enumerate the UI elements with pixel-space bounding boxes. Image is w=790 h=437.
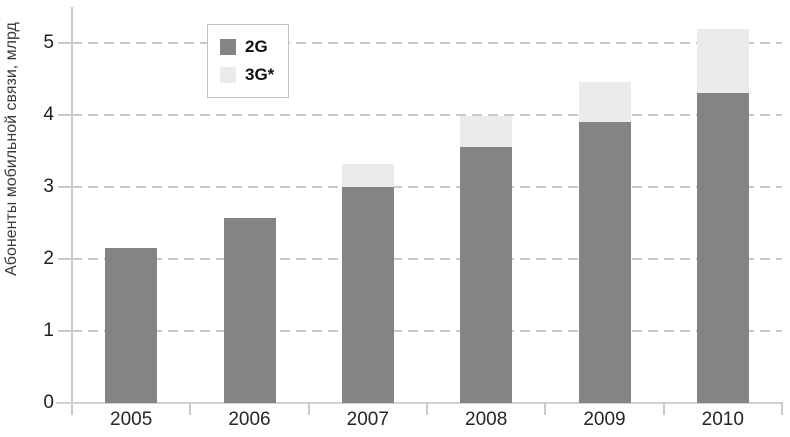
gridline-y2 bbox=[72, 258, 782, 260]
y-axis-title: Абоненты мобильной связи, млрд bbox=[3, 22, 20, 276]
bar-2g-2008 bbox=[460, 147, 513, 403]
x-tick-label-2007: 2007 bbox=[346, 409, 389, 430]
gridline-y3 bbox=[72, 186, 782, 188]
x-tick-label-2009: 2009 bbox=[583, 409, 626, 430]
bar-2g-2006 bbox=[223, 217, 276, 403]
y-tick-label: 4 bbox=[43, 104, 54, 125]
x-tick-label-2005: 2005 bbox=[110, 409, 153, 430]
y-axis-tick bbox=[58, 186, 71, 188]
legend-label-3g: 3G* bbox=[245, 65, 275, 84]
y-axis-tick bbox=[58, 114, 71, 116]
x-tick-label-2010: 2010 bbox=[701, 409, 744, 430]
bar-3g-2009 bbox=[578, 81, 631, 123]
x-axis-line bbox=[56, 402, 783, 404]
gridline-y1 bbox=[72, 330, 782, 332]
x-axis-tick bbox=[662, 402, 665, 415]
x-axis-tick bbox=[426, 402, 428, 415]
x-tick-label-2008: 2008 bbox=[465, 409, 508, 430]
legend: 2G 3G* bbox=[207, 24, 290, 98]
y-tick-label: 1 bbox=[43, 320, 54, 341]
x-axis-tick bbox=[781, 402, 783, 415]
gridline-y4 bbox=[72, 114, 782, 116]
x-axis-tick bbox=[544, 402, 547, 415]
bar-3g-2007 bbox=[341, 163, 394, 187]
bar-3g-2010 bbox=[696, 28, 749, 94]
legend-swatch-3g-icon bbox=[220, 67, 236, 83]
bar-2g-2009 bbox=[578, 122, 631, 403]
bar-2g-2007 bbox=[341, 187, 394, 403]
bar-3g-2008 bbox=[460, 116, 513, 148]
y-tick-label: 2 bbox=[43, 248, 54, 269]
y-axis-line bbox=[71, 7, 73, 415]
plot-area bbox=[72, 7, 782, 403]
y-axis-tick bbox=[58, 42, 71, 44]
legend-item-3g: 3G* bbox=[220, 63, 274, 87]
legend-label-2g: 2G bbox=[245, 37, 268, 56]
x-axis-tick bbox=[307, 402, 310, 415]
y-axis-tick bbox=[58, 258, 71, 260]
x-axis-tick bbox=[189, 402, 192, 415]
bar-2g-2010 bbox=[696, 93, 749, 403]
y-tick-label: 0 bbox=[43, 392, 54, 413]
x-tick-label-2006: 2006 bbox=[228, 409, 271, 430]
bar-2g-2005 bbox=[105, 248, 158, 403]
gridline-y5 bbox=[72, 42, 782, 44]
y-tick-label: 5 bbox=[43, 32, 54, 53]
legend-item-2g: 2G bbox=[220, 35, 274, 59]
legend-swatch-2g-icon bbox=[220, 39, 236, 55]
y-tick-label: 3 bbox=[43, 176, 54, 197]
y-axis-tick bbox=[58, 330, 71, 332]
